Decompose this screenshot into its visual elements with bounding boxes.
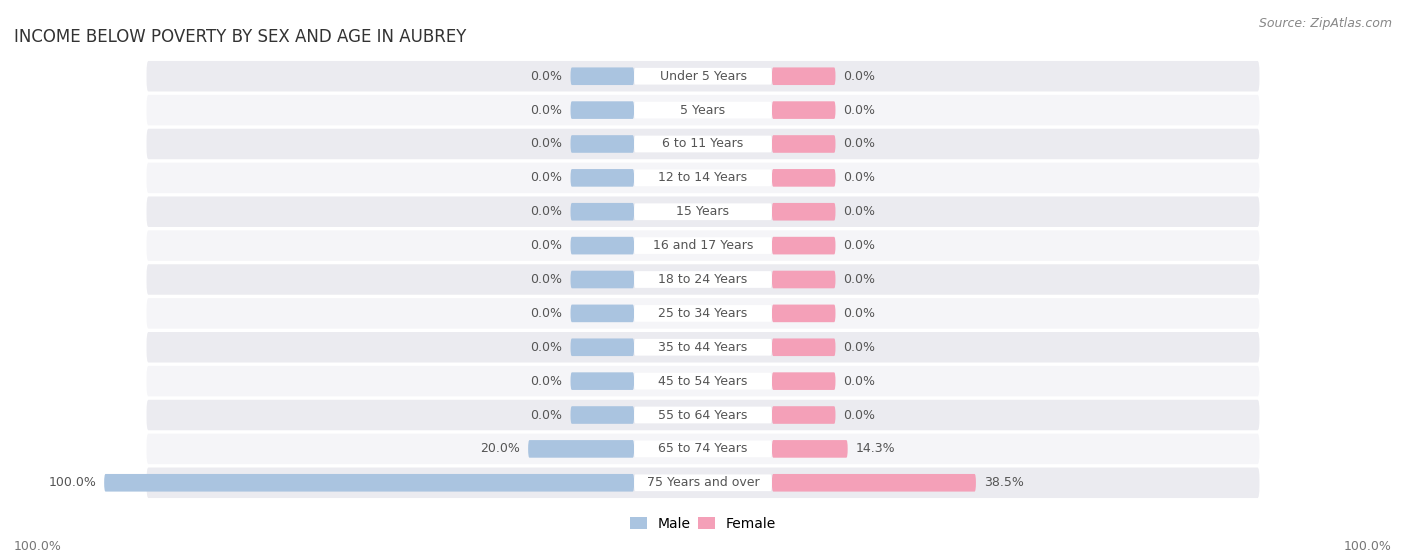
FancyBboxPatch shape: [634, 373, 772, 390]
Text: 0.0%: 0.0%: [844, 239, 876, 252]
Text: 18 to 24 Years: 18 to 24 Years: [658, 273, 748, 286]
FancyBboxPatch shape: [772, 440, 848, 458]
FancyBboxPatch shape: [772, 372, 835, 390]
FancyBboxPatch shape: [146, 61, 1260, 92]
Text: 0.0%: 0.0%: [530, 341, 562, 354]
Text: 0.0%: 0.0%: [844, 273, 876, 286]
Text: 0.0%: 0.0%: [530, 375, 562, 387]
FancyBboxPatch shape: [571, 305, 634, 322]
Text: 15 Years: 15 Years: [676, 205, 730, 218]
FancyBboxPatch shape: [146, 298, 1260, 329]
Text: 0.0%: 0.0%: [530, 307, 562, 320]
Text: 0.0%: 0.0%: [844, 341, 876, 354]
Text: 100.0%: 100.0%: [48, 476, 96, 489]
FancyBboxPatch shape: [634, 203, 772, 220]
Text: 0.0%: 0.0%: [844, 70, 876, 83]
Text: 0.0%: 0.0%: [844, 307, 876, 320]
FancyBboxPatch shape: [634, 305, 772, 322]
FancyBboxPatch shape: [772, 474, 976, 491]
Text: 5 Years: 5 Years: [681, 103, 725, 117]
FancyBboxPatch shape: [529, 440, 634, 458]
Text: 0.0%: 0.0%: [530, 273, 562, 286]
FancyBboxPatch shape: [634, 339, 772, 356]
Text: 65 to 74 Years: 65 to 74 Years: [658, 442, 748, 456]
Text: 0.0%: 0.0%: [844, 205, 876, 218]
Text: 0.0%: 0.0%: [844, 375, 876, 387]
Text: 75 Years and over: 75 Years and over: [647, 476, 759, 489]
Text: 25 to 34 Years: 25 to 34 Years: [658, 307, 748, 320]
FancyBboxPatch shape: [146, 467, 1260, 498]
Text: 12 to 14 Years: 12 to 14 Years: [658, 172, 748, 184]
Text: 100.0%: 100.0%: [14, 541, 62, 553]
FancyBboxPatch shape: [634, 68, 772, 84]
Text: 0.0%: 0.0%: [530, 172, 562, 184]
Text: 35 to 44 Years: 35 to 44 Years: [658, 341, 748, 354]
FancyBboxPatch shape: [571, 338, 634, 356]
FancyBboxPatch shape: [772, 101, 835, 119]
Text: Source: ZipAtlas.com: Source: ZipAtlas.com: [1258, 17, 1392, 30]
FancyBboxPatch shape: [146, 434, 1260, 464]
FancyBboxPatch shape: [571, 237, 634, 254]
FancyBboxPatch shape: [146, 264, 1260, 295]
FancyBboxPatch shape: [571, 406, 634, 424]
Text: 100.0%: 100.0%: [1344, 541, 1392, 553]
Text: 20.0%: 20.0%: [481, 442, 520, 456]
FancyBboxPatch shape: [772, 169, 835, 187]
FancyBboxPatch shape: [772, 203, 835, 221]
FancyBboxPatch shape: [772, 406, 835, 424]
FancyBboxPatch shape: [571, 169, 634, 187]
FancyBboxPatch shape: [634, 475, 772, 491]
FancyBboxPatch shape: [146, 332, 1260, 362]
Text: 14.3%: 14.3%: [856, 442, 896, 456]
FancyBboxPatch shape: [571, 203, 634, 221]
FancyBboxPatch shape: [772, 68, 835, 85]
Text: 0.0%: 0.0%: [844, 409, 876, 421]
FancyBboxPatch shape: [146, 95, 1260, 125]
FancyBboxPatch shape: [146, 230, 1260, 261]
Text: INCOME BELOW POVERTY BY SEX AND AGE IN AUBREY: INCOME BELOW POVERTY BY SEX AND AGE IN A…: [14, 28, 467, 46]
FancyBboxPatch shape: [146, 400, 1260, 430]
FancyBboxPatch shape: [146, 129, 1260, 159]
Text: 16 and 17 Years: 16 and 17 Years: [652, 239, 754, 252]
Text: 0.0%: 0.0%: [530, 103, 562, 117]
Text: 38.5%: 38.5%: [984, 476, 1024, 489]
FancyBboxPatch shape: [634, 136, 772, 153]
Text: 0.0%: 0.0%: [530, 205, 562, 218]
FancyBboxPatch shape: [634, 271, 772, 288]
FancyBboxPatch shape: [146, 197, 1260, 227]
Text: 55 to 64 Years: 55 to 64 Years: [658, 409, 748, 421]
Text: 0.0%: 0.0%: [530, 239, 562, 252]
FancyBboxPatch shape: [571, 68, 634, 85]
FancyBboxPatch shape: [146, 366, 1260, 396]
FancyBboxPatch shape: [772, 237, 835, 254]
Text: Under 5 Years: Under 5 Years: [659, 70, 747, 83]
FancyBboxPatch shape: [634, 169, 772, 186]
Text: 6 to 11 Years: 6 to 11 Years: [662, 138, 744, 150]
FancyBboxPatch shape: [571, 135, 634, 153]
FancyBboxPatch shape: [571, 271, 634, 288]
FancyBboxPatch shape: [634, 440, 772, 457]
Text: 0.0%: 0.0%: [844, 172, 876, 184]
FancyBboxPatch shape: [571, 101, 634, 119]
FancyBboxPatch shape: [104, 474, 634, 491]
Text: 0.0%: 0.0%: [530, 138, 562, 150]
Text: 0.0%: 0.0%: [844, 103, 876, 117]
FancyBboxPatch shape: [146, 163, 1260, 193]
FancyBboxPatch shape: [571, 372, 634, 390]
Text: 0.0%: 0.0%: [530, 70, 562, 83]
Text: 45 to 54 Years: 45 to 54 Years: [658, 375, 748, 387]
FancyBboxPatch shape: [772, 305, 835, 322]
FancyBboxPatch shape: [772, 271, 835, 288]
FancyBboxPatch shape: [634, 406, 772, 423]
Text: 0.0%: 0.0%: [530, 409, 562, 421]
FancyBboxPatch shape: [772, 338, 835, 356]
FancyBboxPatch shape: [634, 237, 772, 254]
FancyBboxPatch shape: [634, 102, 772, 119]
FancyBboxPatch shape: [772, 135, 835, 153]
Text: 0.0%: 0.0%: [844, 138, 876, 150]
Legend: Male, Female: Male, Female: [624, 511, 782, 537]
